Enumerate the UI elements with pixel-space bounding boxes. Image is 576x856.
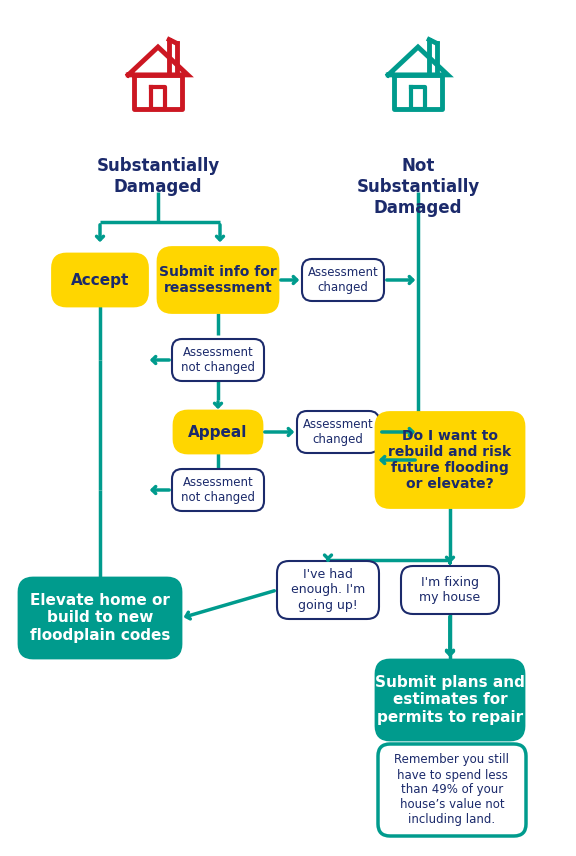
Text: I'm fixing
my house: I'm fixing my house bbox=[419, 576, 480, 604]
FancyBboxPatch shape bbox=[376, 660, 524, 740]
FancyBboxPatch shape bbox=[277, 561, 379, 619]
FancyBboxPatch shape bbox=[297, 411, 379, 453]
FancyBboxPatch shape bbox=[19, 578, 181, 658]
Text: I've had
enough. I'm
going up!: I've had enough. I'm going up! bbox=[291, 568, 365, 611]
Text: Assessment
changed: Assessment changed bbox=[308, 266, 378, 294]
Text: Accept: Accept bbox=[71, 272, 129, 288]
Text: Not
Substantially
Damaged: Not Substantially Damaged bbox=[357, 157, 480, 217]
FancyBboxPatch shape bbox=[376, 413, 524, 508]
Text: Substantially
Damaged: Substantially Damaged bbox=[96, 157, 219, 196]
Text: Elevate home or
build to new
floodplain codes: Elevate home or build to new floodplain … bbox=[30, 593, 170, 643]
Text: Appeal: Appeal bbox=[188, 425, 248, 439]
FancyBboxPatch shape bbox=[378, 744, 526, 836]
FancyBboxPatch shape bbox=[302, 259, 384, 301]
Text: Do I want to
rebuild and risk
future flooding
or elevate?: Do I want to rebuild and risk future flo… bbox=[388, 429, 511, 491]
FancyBboxPatch shape bbox=[158, 247, 278, 312]
Text: Submit info for
reassessment: Submit info for reassessment bbox=[159, 265, 277, 295]
FancyBboxPatch shape bbox=[52, 254, 147, 306]
Text: Submit plans and
estimates for
permits to repair: Submit plans and estimates for permits t… bbox=[375, 675, 525, 725]
FancyBboxPatch shape bbox=[401, 566, 499, 614]
Text: Assessment
changed: Assessment changed bbox=[302, 418, 373, 446]
Text: Assessment
not changed: Assessment not changed bbox=[181, 476, 255, 504]
Text: Assessment
not changed: Assessment not changed bbox=[181, 346, 255, 374]
Text: Remember you still
have to spend less
than 49% of your
house’s value not
includi: Remember you still have to spend less th… bbox=[395, 753, 510, 827]
FancyBboxPatch shape bbox=[174, 411, 262, 453]
FancyBboxPatch shape bbox=[172, 339, 264, 381]
FancyBboxPatch shape bbox=[172, 469, 264, 511]
